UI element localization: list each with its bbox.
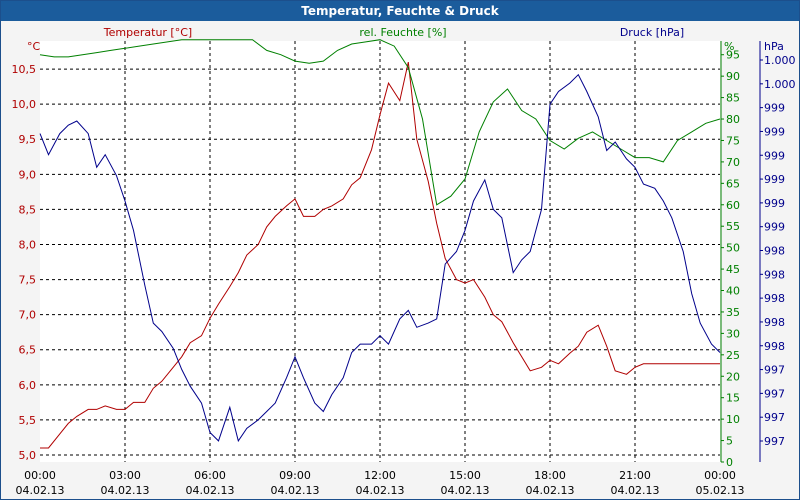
chart-title: Temperatur, Feuchte & Druck	[1, 1, 799, 21]
pressure-tick-label: 997	[764, 364, 785, 377]
humidity-tick-label: 55	[726, 220, 740, 233]
x-tick-label: 06:00	[194, 469, 226, 482]
humidity-tick-label: 65	[726, 177, 740, 190]
pressure-tick-label: 1.000	[764, 54, 796, 67]
temperature-tick-label: 7,5	[19, 274, 37, 287]
humidity-tick-label: 35	[726, 306, 740, 319]
pressure-tick-label: 998	[764, 316, 785, 329]
pressure-tick-label: 997	[764, 435, 785, 448]
humidity-tick-label: 5	[726, 435, 733, 448]
temperature-tick-label: 8,0	[19, 238, 37, 251]
x-tick-label: 18:00	[534, 469, 566, 482]
temperature-tick-label: 5,0	[19, 449, 37, 462]
x-tick-label: 00:00	[24, 469, 56, 482]
pressure-tick-label: 999	[764, 221, 785, 234]
pressure-series-line	[39, 73, 721, 443]
humidity-tick-label: 30	[726, 327, 740, 340]
pressure-tick-label: 999	[764, 149, 785, 162]
temperature-axis-label: Temperatur [°C]	[103, 26, 192, 39]
humidity-tick-label: 15	[726, 392, 740, 405]
pressure-tick-label: 998	[764, 292, 785, 305]
pressure-tick-label: 999	[764, 197, 785, 210]
humidity-series-line	[39, 39, 721, 206]
humidity-tick-label: 85	[726, 92, 740, 105]
temperature-tick-label: 10,0	[12, 98, 37, 111]
temperature-tick-label: 7,0	[19, 309, 37, 322]
humidity-unit-label: %	[724, 40, 734, 53]
temperature-tick-label: 9,5	[19, 133, 37, 146]
x-date-label: 04.02.13	[611, 484, 660, 497]
pressure-tick-label: 999	[764, 173, 785, 186]
pressure-tick-label: 1.000	[764, 78, 796, 91]
x-date-label: 05.02.13	[696, 484, 745, 497]
pressure-tick-label: 998	[764, 245, 785, 258]
humidity-tick-label: 50	[726, 242, 740, 255]
humidity-tick-label: 40	[726, 285, 740, 298]
x-date-label: 04.02.13	[101, 484, 150, 497]
temperature-tick-label: 8,5	[19, 203, 37, 216]
temperature-tick-label: 6,5	[19, 344, 37, 357]
x-tick-label: 00:00	[704, 469, 736, 482]
pressure-tick-label: 999	[764, 102, 785, 115]
temperature-tick-label: 5,5	[19, 414, 37, 427]
x-date-label: 04.02.13	[186, 484, 235, 497]
temperature-tick-label: 10,5	[12, 63, 37, 76]
x-tick-label: 12:00	[364, 469, 396, 482]
x-date-label: 04.02.13	[16, 484, 65, 497]
pressure-tick-label: 997	[764, 387, 785, 400]
x-date-label: 04.02.13	[526, 484, 575, 497]
x-tick-label: 03:00	[109, 469, 141, 482]
pressure-tick-label: 998	[764, 340, 785, 353]
pressure-tick-label: 998	[764, 268, 785, 281]
temperature-unit-label: °C	[27, 40, 41, 53]
pressure-tick-label: 997	[764, 411, 785, 424]
humidity-tick-label: 90	[726, 70, 740, 83]
humidity-tick-label: 45	[726, 263, 740, 276]
humidity-tick-label: 80	[726, 113, 740, 126]
humidity-tick-label: 60	[726, 199, 740, 212]
x-tick-label: 21:00	[619, 469, 651, 482]
humidity-tick-label: 25	[726, 349, 740, 362]
x-date-label: 04.02.13	[356, 484, 405, 497]
humidity-tick-label: 0	[726, 456, 733, 469]
x-tick-label: 15:00	[449, 469, 481, 482]
humidity-tick-label: 75	[726, 134, 740, 147]
x-tick-label: 09:00	[279, 469, 311, 482]
humidity-tick-label: 95	[726, 49, 740, 62]
temperature-series-line	[40, 61, 720, 449]
humidity-tick-label: 10	[726, 413, 740, 426]
pressure-axis-label: Druck [hPa]	[620, 26, 684, 39]
pressure-unit-label: hPa	[764, 40, 784, 53]
pressure-tick-label: 999	[764, 125, 785, 138]
temperature-tick-label: 9,0	[19, 168, 37, 181]
humidity-tick-label: 70	[726, 156, 740, 169]
humidity-tick-label: 20	[726, 370, 740, 383]
x-date-label: 04.02.13	[441, 484, 490, 497]
humidity-axis-label: rel. Feuchte [%]	[359, 26, 446, 39]
temperature-tick-label: 6,0	[19, 379, 37, 392]
x-date-label: 04.02.13	[271, 484, 320, 497]
